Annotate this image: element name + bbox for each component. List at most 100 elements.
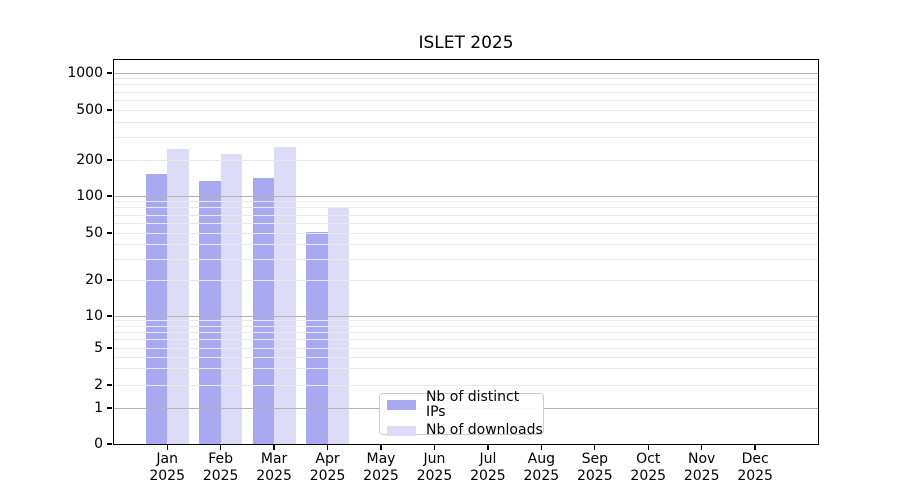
x-tick-month: Oct <box>636 451 661 467</box>
legend-item-distinct-ips: Nb of distinct IPs <box>387 390 543 420</box>
y-tick-mark <box>107 232 112 234</box>
x-axis-tick-label: Sep 2025 <box>563 451 627 485</box>
y-tick-mark <box>107 384 112 386</box>
x-tick-year: 2025 <box>470 468 506 484</box>
y-axis-tick-label: 0 <box>94 436 103 452</box>
gridline-minor <box>113 78 819 80</box>
bar-jan-downloads <box>167 148 189 444</box>
gridline-minor <box>113 91 819 93</box>
x-tick-month: Apr <box>315 451 340 467</box>
y-axis-tick-label: 100 <box>76 188 103 204</box>
x-axis-tick-label: Jul 2025 <box>456 451 520 485</box>
gridline-minor <box>113 201 819 203</box>
x-tick-month: Dec <box>741 451 769 467</box>
legend-swatch-downloads-icon <box>387 425 416 436</box>
y-axis-tick-label: 20 <box>85 272 103 288</box>
x-tick-month: Mar <box>260 451 288 467</box>
x-tick-mark <box>326 445 329 450</box>
gridline-minor <box>113 368 819 370</box>
y-tick-mark <box>107 195 112 197</box>
gridline-minor <box>113 347 819 349</box>
gridline-minor <box>113 137 819 139</box>
gridline-minor <box>113 384 819 386</box>
x-tick-month: Jul <box>479 451 497 467</box>
gridline-minor <box>113 109 819 111</box>
gridline-minor <box>113 222 819 224</box>
y-tick-mark <box>107 159 112 161</box>
x-tick-year: 2025 <box>363 468 399 484</box>
x-tick-mark <box>273 445 275 450</box>
x-tick-mark <box>647 445 649 450</box>
x-tick-year: 2025 <box>683 468 720 484</box>
gridline-major <box>113 72 819 74</box>
bar-jan-distinct-ips <box>145 173 168 444</box>
x-tick-month: May <box>366 451 396 467</box>
x-axis-tick-label: Nov 2025 <box>670 451 734 485</box>
x-tick-year: 2025 <box>737 468 773 484</box>
x-tick-mark <box>540 445 543 450</box>
y-axis-tick-label: 1000 <box>67 65 103 81</box>
gridline-minor <box>113 325 819 327</box>
x-tick-month: Jun <box>423 451 446 467</box>
y-axis-tick-label: 200 <box>76 152 103 168</box>
bar-mar-distinct-ips <box>252 178 275 444</box>
legend-label-downloads: Nb of downloads <box>426 422 543 438</box>
x-tick-month: Aug <box>527 451 556 467</box>
gridline-minor <box>113 339 819 341</box>
x-axis-tick-label: May 2025 <box>349 451 413 485</box>
gridline-major <box>113 195 819 197</box>
y-tick-mark <box>107 279 112 281</box>
x-tick-month: Sep <box>581 451 608 467</box>
x-tick-month: Nov <box>688 451 716 467</box>
gridline-minor <box>113 243 819 245</box>
y-tick-mark <box>107 315 112 317</box>
x-axis-tick-label: Dec 2025 <box>723 451 787 485</box>
gridline-minor <box>113 99 819 101</box>
x-tick-year: 2025 <box>256 468 292 484</box>
x-axis-tick-label: Jan 2025 <box>135 451 199 485</box>
x-axis-tick-label: Jun 2025 <box>402 451 466 485</box>
x-tick-year: 2025 <box>416 468 453 484</box>
x-axis-tick-label: Mar 2025 <box>242 451 306 485</box>
y-tick-mark <box>107 407 112 409</box>
x-axis-tick-label: Oct 2025 <box>616 451 680 485</box>
gridline-minor <box>113 320 819 322</box>
gridline-minor <box>113 258 819 260</box>
x-axis-tick-label: Apr 2025 <box>296 451 360 485</box>
x-axis-tick-label: Aug 2025 <box>509 451 573 485</box>
x-tick-year: 2025 <box>523 468 560 484</box>
gridline-minor <box>113 121 819 123</box>
bar-feb-distinct-ips <box>199 180 221 444</box>
x-tick-month: Feb <box>208 451 234 467</box>
gridline-minor <box>113 279 819 281</box>
x-tick-year: 2025 <box>309 468 346 484</box>
legend-item-downloads: Nb of downloads <box>387 423 543 438</box>
y-axis-tick-label: 10 <box>85 308 103 324</box>
x-tick-year: 2025 <box>576 468 613 484</box>
x-tick-mark <box>594 445 596 450</box>
x-tick-month: Jan <box>156 451 178 467</box>
gridline-minor <box>113 232 819 234</box>
x-tick-year: 2025 <box>630 468 667 484</box>
gridline-minor <box>113 207 819 209</box>
x-axis-tick-label: Feb 2025 <box>189 451 253 485</box>
y-axis-tick-label: 5 <box>94 340 103 356</box>
x-tick-year: 2025 <box>149 468 185 484</box>
x-tick-mark <box>487 445 489 450</box>
gridline-major <box>113 315 819 317</box>
x-tick-mark <box>166 445 168 450</box>
x-tick-year: 2025 <box>202 468 239 484</box>
bar-mar-downloads <box>274 146 296 444</box>
y-tick-mark <box>107 443 112 445</box>
y-axis-tick-label: 50 <box>85 225 103 241</box>
legend-swatch-distinct-ips-icon <box>387 400 416 410</box>
y-axis-tick-label: 2 <box>94 377 103 393</box>
x-tick-mark <box>380 445 382 450</box>
y-tick-mark <box>107 72 112 74</box>
x-tick-mark <box>701 445 703 450</box>
chart-title: ISLET 2025 <box>418 33 514 53</box>
gridline-minor <box>113 159 819 161</box>
gridline-minor <box>113 331 819 333</box>
legend-label-distinct-ips: Nb of distinct IPs <box>425 389 520 420</box>
